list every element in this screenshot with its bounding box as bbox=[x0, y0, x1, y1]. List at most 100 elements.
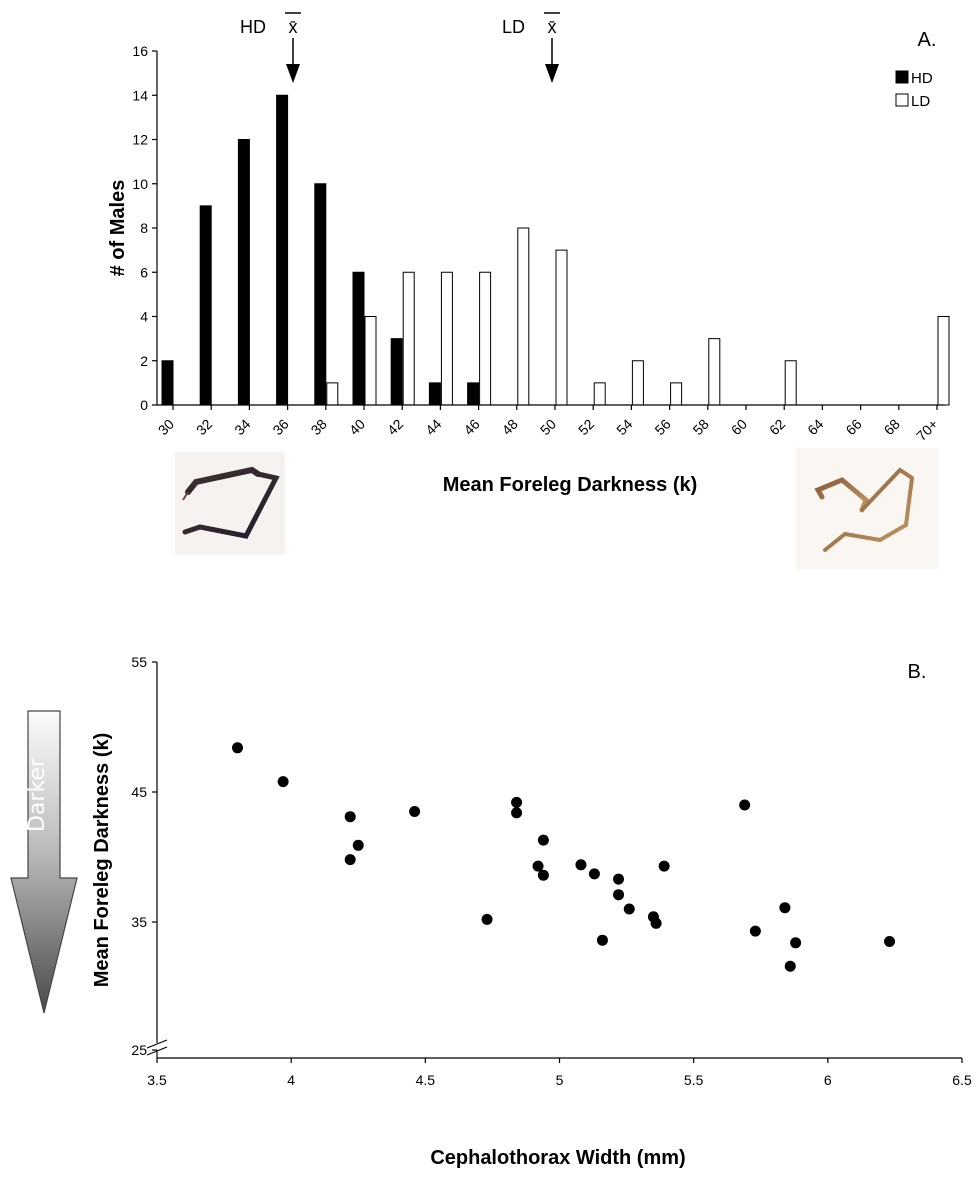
scatter-point bbox=[884, 936, 896, 947]
scatter-point bbox=[232, 742, 243, 754]
bar-hd bbox=[390, 338, 403, 406]
bar-hd bbox=[161, 360, 174, 406]
histogram-x-tick-label: 32 bbox=[193, 416, 215, 438]
bar-ld bbox=[364, 316, 377, 406]
scatter-x-tick-label: 4.5 bbox=[416, 1072, 436, 1088]
scatter-x-tick-label: 3.5 bbox=[147, 1072, 167, 1088]
scatter-y-tick-label: 45 bbox=[131, 784, 147, 800]
scatter-point bbox=[779, 902, 791, 914]
histogram-x-tick-label: 44 bbox=[422, 416, 444, 438]
scatter-x-tick-label: 5.5 bbox=[684, 1072, 704, 1088]
histogram-x-tick-label: 42 bbox=[384, 416, 406, 438]
histogram-y-tick-label: 10 bbox=[132, 176, 148, 192]
scatter-x-tick-label: 4 bbox=[287, 1072, 295, 1088]
scatter-point bbox=[537, 869, 549, 881]
histogram-x-tick-label: 58 bbox=[690, 416, 712, 438]
scatter-point bbox=[658, 860, 670, 872]
histogram-x-tick-label: 46 bbox=[460, 416, 482, 438]
scatter-point bbox=[596, 934, 608, 946]
histogram-x-tick-label: 50 bbox=[537, 416, 559, 438]
histogram-y-tick-label: 16 bbox=[132, 43, 148, 59]
bar-ld bbox=[555, 249, 568, 406]
scatter-point bbox=[511, 807, 523, 819]
legend-label-hd: HD bbox=[911, 70, 933, 87]
scatter-point bbox=[537, 834, 549, 846]
bar-ld bbox=[593, 382, 606, 406]
scatter-point bbox=[784, 960, 796, 972]
scatter-y-label: Mean Foreleg Darkness (k) bbox=[91, 733, 113, 988]
scatter-point bbox=[344, 854, 356, 866]
scatter-point bbox=[481, 913, 493, 925]
histogram-x-tick-label: 62 bbox=[766, 416, 788, 438]
scatter-x-tick-label: 5 bbox=[556, 1072, 564, 1088]
ld-mean-arrow-head bbox=[545, 64, 559, 83]
hd-mean-symbol: x̄ bbox=[289, 17, 298, 37]
scatter-point bbox=[739, 799, 751, 811]
histogram-y-tick-label: 2 bbox=[140, 353, 148, 369]
hd-mean-annotation: HD x̄ bbox=[240, 12, 301, 83]
axis-break-mark bbox=[146, 1039, 168, 1049]
histogram-y-tick-label: 0 bbox=[140, 397, 148, 413]
histogram-y-tick-label: 4 bbox=[140, 309, 148, 325]
scatter-x-label: Cephalothorax Width (mm) bbox=[430, 1147, 685, 1169]
ld-mean-symbol: x̄ bbox=[548, 17, 557, 37]
bar-hd bbox=[428, 382, 441, 406]
histogram-x-tick-label: 54 bbox=[613, 416, 635, 438]
bar-ld bbox=[402, 271, 415, 406]
legend-swatch-hd bbox=[895, 70, 909, 84]
bar-hd bbox=[352, 271, 365, 406]
scatter-y-tick-label: 35 bbox=[131, 914, 147, 930]
bar-ld bbox=[440, 271, 453, 406]
histogram-x-tick-label: 66 bbox=[842, 416, 864, 438]
bar-hd bbox=[467, 382, 480, 406]
histogram-y-tick-label: 12 bbox=[132, 132, 148, 148]
bar-hd bbox=[276, 94, 289, 406]
histogram-y-label: # of Males bbox=[107, 180, 129, 277]
scatter-y-tick-label: 55 bbox=[131, 654, 147, 670]
scatter-point bbox=[532, 860, 544, 872]
dark-foreleg-image bbox=[175, 452, 285, 555]
histogram-x-tick-label: 34 bbox=[231, 416, 253, 438]
legend-swatch-ld bbox=[895, 93, 909, 107]
histogram-x-tick-label: 48 bbox=[499, 416, 521, 438]
scatter-panel: 25 35 45 55 3.5 4 4.5 5 5.5 6 6.5 B. Mean Foreleg… bbox=[10, 654, 972, 1169]
histogram-x-tick-label: 40 bbox=[346, 416, 368, 438]
scatter-point bbox=[613, 889, 625, 901]
scatter-x-tick-label: 6 bbox=[824, 1072, 832, 1088]
histogram-x-tick-label: 38 bbox=[308, 416, 330, 438]
bar-ld bbox=[631, 360, 644, 406]
bar-ld bbox=[784, 360, 797, 406]
bar-hd bbox=[237, 139, 250, 406]
histogram-x-tick-label: 70+ bbox=[913, 416, 941, 444]
bar-ld bbox=[517, 227, 530, 406]
scatter-point bbox=[344, 811, 356, 823]
scatter-point bbox=[790, 937, 802, 949]
scatter-point bbox=[352, 839, 364, 851]
ld-mean-annotation: LD x̄ bbox=[502, 12, 560, 83]
histogram-y-tick-label: 14 bbox=[132, 87, 148, 103]
panel-label-a: A. bbox=[918, 29, 937, 51]
ld-mean-label: LD bbox=[502, 17, 525, 37]
hd-mean-label: HD bbox=[240, 17, 266, 37]
histogram-x-tick-label: 56 bbox=[651, 416, 673, 438]
histogram-x-tick-label: 64 bbox=[804, 416, 826, 438]
scatter-x-tick-label: 6.5 bbox=[952, 1072, 972, 1088]
histogram-x-tick-label: 52 bbox=[575, 416, 597, 438]
histogram-x-tick-label: 68 bbox=[881, 416, 903, 438]
scatter-point bbox=[749, 925, 761, 937]
histogram-y-tick-label: 6 bbox=[140, 264, 148, 280]
scatter-point bbox=[650, 917, 662, 929]
darker-arrow: Darker bbox=[10, 710, 78, 1014]
scatter-point bbox=[623, 903, 635, 915]
bar-ld bbox=[937, 316, 950, 406]
scatter-point bbox=[277, 776, 289, 788]
darker-arrow-label: Darker bbox=[25, 757, 50, 832]
histogram-x-label: Mean Foreleg Darkness (k) bbox=[443, 474, 698, 496]
scatter-y-tick-label: 25 bbox=[131, 1042, 147, 1058]
light-foreleg-image bbox=[796, 448, 938, 569]
histogram-x-tick-label: 60 bbox=[728, 416, 750, 438]
bar-ld bbox=[479, 271, 492, 406]
panel-label-b: B. bbox=[908, 661, 927, 683]
